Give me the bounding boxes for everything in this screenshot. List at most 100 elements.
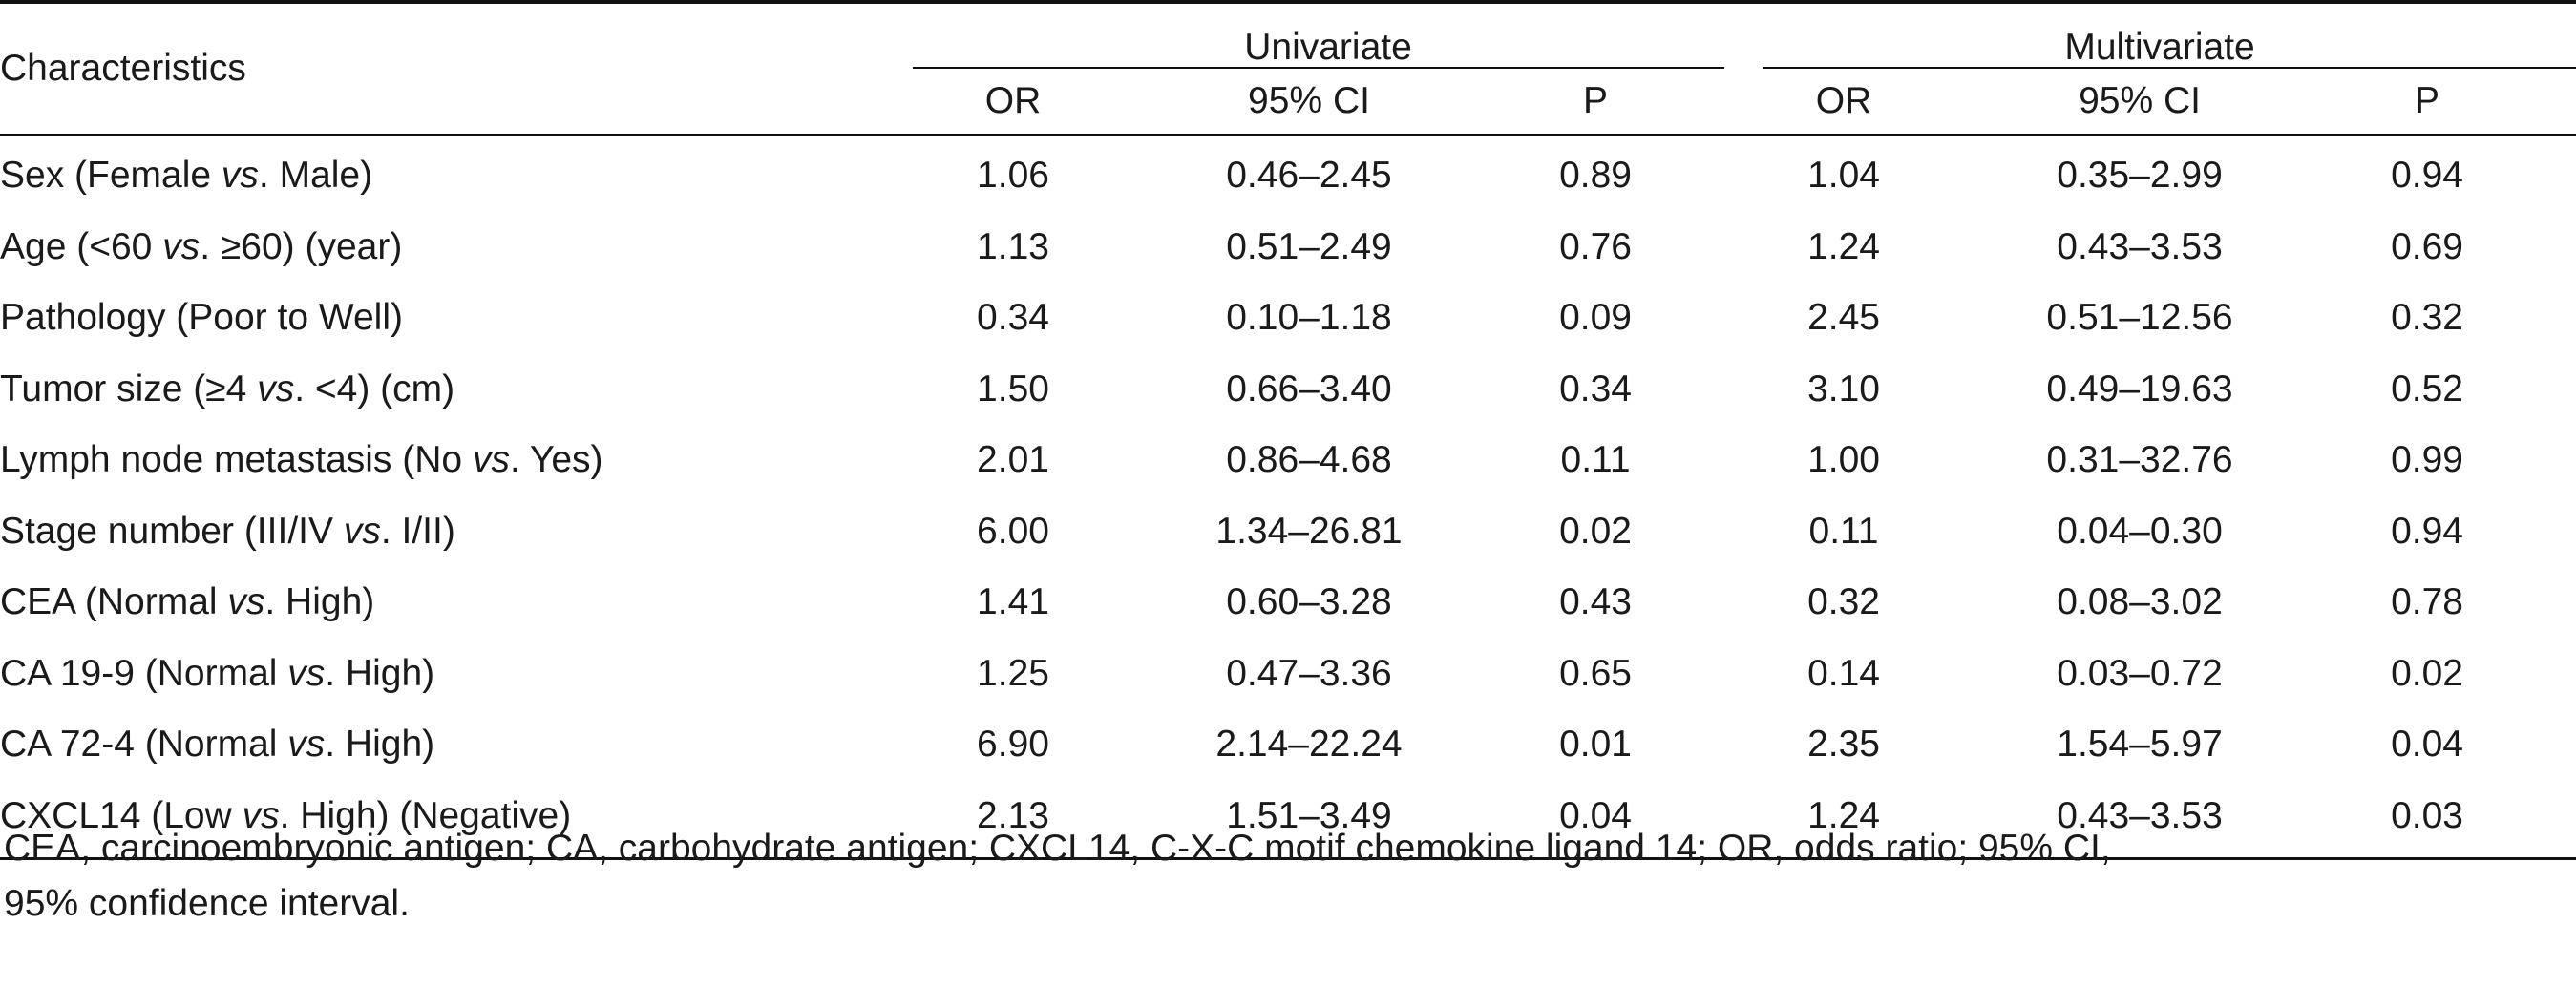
multi-ci-cell: 0.03–0.72	[2057, 652, 2223, 694]
uni-ci-cell: 0.66–3.40	[1226, 368, 1392, 410]
uni-p-cell: 0.76	[1559, 225, 1632, 267]
multi-or-cell: 1.04	[1807, 155, 1880, 197]
versus-italic: vs	[227, 581, 265, 623]
characteristic-text-tail: . ≥60) (year)	[200, 225, 403, 267]
multi-p-cell: 0.99	[2391, 439, 2463, 481]
characteristic-text: Lymph node metastasis (No	[0, 439, 473, 481]
characteristic-text-tail: . <4) (cm)	[294, 368, 455, 410]
header-uni-or: OR	[984, 80, 1042, 121]
uni-p-cell: 0.09	[1559, 297, 1632, 339]
row-characteristic: Tumor size (≥4 vs. <4) (cm)	[0, 354, 913, 426]
table-row: CXCL14 (Low vs. High) (Negative) 2.13 1.51…	[0, 780, 2576, 860]
characteristic-text: CA 72-4 (Normal	[0, 724, 288, 766]
characteristic-text-tail: . Yes)	[509, 439, 603, 481]
uni-ci-cell: 1.51–3.49	[1132, 780, 1486, 860]
uni-ci-cell: 0.47–3.36	[1226, 652, 1392, 694]
multi-p-cell: 0.52	[2391, 368, 2463, 410]
table-footnote: CEA, carcinoembryonic antigen; CA, carbo…	[4, 821, 2572, 932]
table-row: Lymph node metastasis (No vs. Yes) 2.01 0.…	[0, 425, 2576, 496]
multi-ci-cell: 0.31–32.76	[2046, 439, 2233, 481]
multi-p-cell: 0.94	[2391, 510, 2463, 552]
multivariate-rule	[1763, 67, 2576, 69]
header-univariate: Univariate	[913, 0, 1744, 69]
uni-p-cell: 0.02	[1559, 510, 1632, 552]
row-characteristic: CA 19-9 (Normal vs. High)	[0, 639, 913, 710]
multi-or-cell: 0.32	[1807, 581, 1880, 623]
uni-p-cell: 0.89	[1559, 155, 1632, 197]
row-characteristic: Sex (Female vs. Male)	[0, 136, 913, 212]
multi-ci-cell: 0.08–3.02	[2057, 581, 2223, 623]
characteristic-text: Pathology (Poor to Well)	[0, 297, 403, 339]
header-row-groups: Characteristics Univariate Multivariate	[0, 0, 2576, 136]
uni-p-cell: 0.43	[1559, 581, 1632, 623]
multi-p-cell: 0.78	[2391, 581, 2463, 623]
uni-p-cell: 0.11	[1560, 439, 1631, 481]
versus-italic: vs	[287, 724, 326, 766]
table-row: CA 19-9 (Normal vs. High) 1.25 0.47–3.36 0.…	[0, 639, 2576, 710]
characteristic-text-tail: . High)	[264, 581, 375, 623]
multi-or-cell: 2.45	[1807, 297, 1880, 339]
multi-p-cell: 0.03	[2316, 780, 2576, 860]
row-characteristic: CEA (Normal vs. High)	[0, 567, 913, 639]
header-characteristics: Characteristics	[0, 0, 913, 136]
characteristic-text: Sex (Female	[0, 155, 222, 197]
row-characteristic: Age (<60 vs. ≥60) (year)	[0, 212, 913, 284]
table-row: Tumor size (≥4 vs. <4) (cm) 1.50 0.66–3.40…	[0, 354, 2576, 426]
versus-italic: vs	[242, 794, 280, 836]
header-multi-p: P	[2415, 80, 2440, 121]
multi-or-cell: 1.00	[1807, 439, 1880, 481]
multi-ci-cell: 1.54–5.97	[2057, 724, 2223, 766]
characteristic-text-tail: . High) (Negative)	[279, 794, 572, 836]
multi-or-cell: 2.35	[1807, 724, 1880, 766]
characteristic-text-tail: . High)	[325, 724, 435, 766]
characteristic-text: CA 19-9 (Normal	[0, 652, 288, 694]
uni-p-cell: 0.01	[1559, 724, 1632, 766]
header-row-columns: OR 95% CI P OR 95% CI P	[0, 69, 2576, 136]
table-row: Sex (Female vs. Male) 1.06 0.46–2.45 0.89 1.…	[0, 136, 2576, 212]
multi-ci-cell: 0.35–2.99	[2057, 155, 2223, 197]
uni-ci-cell: 0.60–3.28	[1226, 581, 1392, 623]
multi-ci-cell: 0.43–3.53	[1963, 780, 2317, 860]
characteristic-text: CEA (Normal	[0, 581, 228, 623]
versus-italic: vs	[287, 652, 326, 694]
header-multivariate: Multivariate	[1743, 0, 2576, 69]
multi-p-cell: 0.04	[2391, 724, 2463, 766]
multi-p-cell: 0.94	[2391, 155, 2463, 197]
uni-ci-cell: 0.46–2.45	[1226, 155, 1392, 197]
header-uni-ci: 95% CI	[1248, 80, 1370, 121]
header-multi-ci: 95% CI	[2079, 80, 2201, 121]
header-uni-p: P	[1583, 80, 1609, 121]
uni-or-cell: 1.13	[977, 225, 1049, 267]
header-multi-or: OR	[1815, 80, 1872, 121]
row-characteristic: Lymph node metastasis (No vs. Yes)	[0, 425, 913, 496]
table-header: Characteristics Univariate Multivariate …	[0, 0, 2576, 136]
multi-ci-cell: 0.51–12.56	[2046, 297, 2233, 339]
multi-p-cell: 0.69	[2391, 225, 2463, 267]
multi-or-cell: 1.24	[1807, 225, 1880, 267]
table-body: Sex (Female vs. Male) 1.06 0.46–2.45 0.89 1.…	[0, 136, 2576, 860]
versus-italic: vs	[472, 439, 510, 481]
uni-p-cell: 0.04	[1486, 780, 1744, 860]
uni-or-cell: 1.41	[977, 581, 1049, 623]
row-characteristic: Pathology (Poor to Well)	[0, 283, 913, 354]
characteristic-text-tail: . Male)	[258, 155, 373, 197]
characteristic-text-tail: . High)	[325, 652, 435, 694]
uni-or-cell: 6.90	[977, 724, 1049, 766]
multi-or-cell: 1.24	[1743, 780, 1964, 860]
multi-or-cell: 0.14	[1807, 652, 1880, 694]
uni-ci-cell: 1.34–26.81	[1215, 510, 1403, 552]
table-row: Stage number (III/IV vs. I/II) 6.00 1.34–2…	[0, 496, 2576, 568]
multi-ci-cell: 0.43–3.53	[2057, 225, 2223, 267]
uni-ci-cell: 0.10–1.18	[1226, 297, 1392, 339]
multi-p-cell: 0.02	[2391, 652, 2463, 694]
table-row: CA 72-4 (Normal vs. High) 6.90 2.14–22.24 0…	[0, 709, 2576, 781]
multi-or-cell: 3.10	[1807, 368, 1880, 410]
uni-p-cell: 0.65	[1559, 652, 1632, 694]
uni-or-cell: 6.00	[977, 510, 1049, 552]
table-row: CEA (Normal vs. High) 1.41 0.60–3.28 0.43 0.…	[0, 567, 2576, 639]
versus-italic: vs	[221, 155, 259, 197]
characteristic-text: CXCL14 (Low	[0, 794, 243, 836]
table-row: Age (<60 vs. ≥60) (year) 1.13 0.51–2.49 0.7…	[0, 212, 2576, 284]
uni-or-cell: 2.13	[913, 780, 1132, 860]
